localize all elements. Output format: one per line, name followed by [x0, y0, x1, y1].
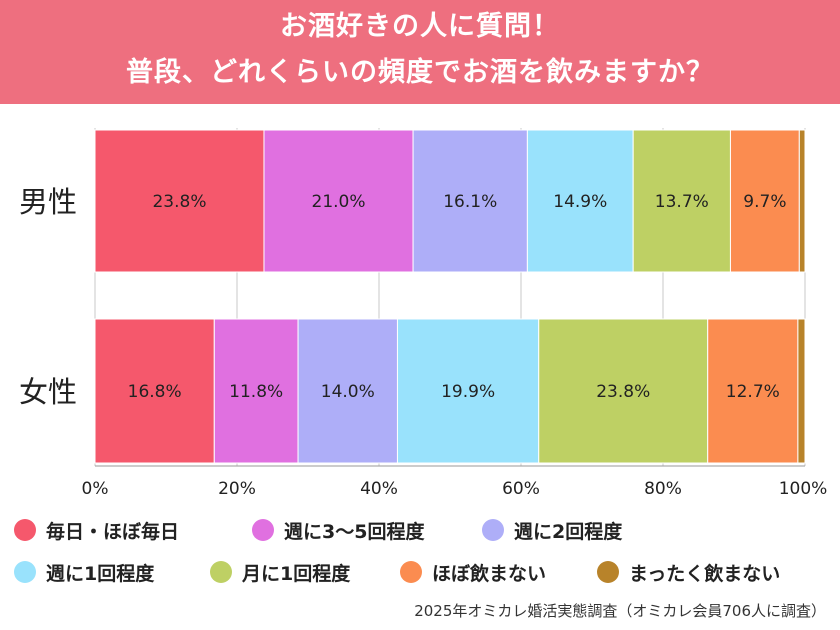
legend-swatch [597, 561, 619, 583]
data-label: 16.8% [128, 382, 182, 402]
bar-segment [526, 129, 634, 273]
bar-segment [632, 129, 731, 273]
legend-label: ほぼ飲まない [432, 562, 547, 585]
legend-item: 週に2回程度 [482, 515, 622, 545]
bar-segment [94, 129, 265, 273]
bar-segment [729, 129, 800, 273]
legend-item: 毎日・ほぼ毎日 [14, 515, 179, 545]
x-tick-label: 40% [360, 479, 398, 499]
bar-segment [297, 318, 398, 464]
legend-swatch [14, 519, 36, 541]
data-label: 14.9% [553, 192, 607, 212]
legend-item: まったく飲まない [597, 557, 780, 587]
legend-label: 週に1回程度 [46, 562, 155, 585]
title-banner: お酒好きの人に質問！ 普段、どれくらいの頻度でお酒を飲みますか？ [0, 0, 840, 104]
bar-segment [94, 318, 215, 464]
title-line-1: お酒好きの人に質問！ [280, 11, 560, 42]
category-label: 男性 [19, 185, 77, 219]
bar-segment [707, 318, 799, 464]
data-label: 9.7% [743, 192, 786, 212]
legend-label: 毎日・ほぼ毎日 [46, 520, 180, 543]
bar-segment [798, 129, 806, 273]
stacked-bar-chart: 男性 23.8% 21.0% 16.1% 14.9% 13.7% 9.7% 女性 16.8% 11… [19, 128, 828, 499]
bar-segment [396, 318, 540, 464]
source-note: 2025年オミカレ婚活実態調査（オミカレ会員706人に調査） [414, 602, 826, 620]
legend-label: 週に2回程度 [514, 520, 623, 543]
legend-swatch [252, 519, 274, 541]
title-line-2: 普段、どれくらいの頻度でお酒を飲みますか？ [126, 57, 714, 88]
legend-item: 月に1回程度 [210, 557, 350, 587]
data-label: 16.1% [443, 192, 497, 212]
x-tick-label: 100% [779, 479, 828, 499]
bar-segment [538, 318, 709, 464]
legend-swatch [210, 561, 232, 583]
legend-swatch [482, 519, 504, 541]
category-label: 女性 [19, 375, 77, 409]
x-tick-label: 20% [218, 479, 256, 499]
bar-segment [797, 318, 806, 464]
bar-segment [213, 318, 299, 464]
legend-item: 週に1回程度 [14, 557, 154, 587]
data-label: 12.7% [726, 382, 780, 402]
data-label: 11.8% [229, 382, 283, 402]
legend-swatch [14, 561, 36, 583]
data-label: 13.7% [655, 192, 709, 212]
x-tick-label: 80% [644, 479, 682, 499]
legend-label: まったく飲まない [629, 562, 781, 585]
x-tick-label: 60% [502, 479, 540, 499]
legend-label: 月に1回程度 [242, 562, 351, 585]
data-label: 21.0% [312, 192, 366, 212]
x-tick-label: 0% [82, 479, 109, 499]
bar-segment [412, 129, 528, 273]
legend-label: 週に3〜5回程度 [284, 520, 425, 543]
data-label: 23.8% [596, 382, 650, 402]
data-label: 23.8% [152, 192, 206, 212]
legend-item: ほぼ飲まない [400, 557, 546, 587]
data-label: 14.0% [321, 382, 375, 402]
data-label: 19.9% [441, 382, 495, 402]
legend-swatch [400, 561, 422, 583]
legend-item: 週に3〜5回程度 [252, 515, 424, 545]
